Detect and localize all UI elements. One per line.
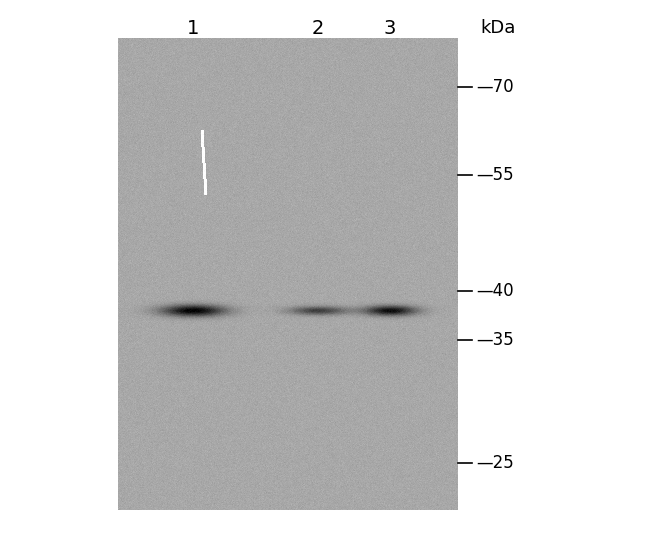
Text: 2: 2 [312,19,324,38]
Text: —55: —55 [476,166,514,184]
Text: kDa: kDa [480,19,515,37]
Text: —70: —70 [476,78,514,96]
Text: —40: —40 [476,282,514,300]
Text: 1: 1 [187,19,199,38]
Text: —25: —25 [476,455,514,472]
Text: 3: 3 [384,19,396,38]
Text: —35: —35 [476,331,514,349]
